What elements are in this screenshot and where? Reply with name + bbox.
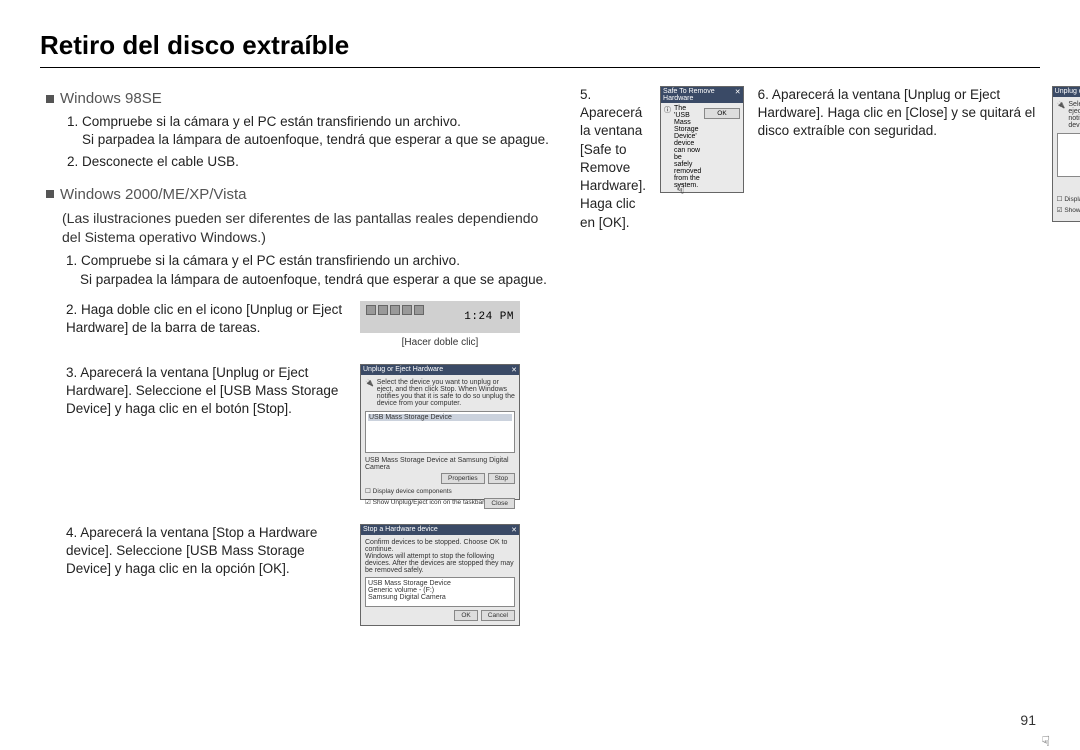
content-columns: Windows 98SE Compruebe si la cámara y el… [40, 86, 1040, 642]
list-item: USB Mass Storage Device [368, 414, 512, 421]
heading-text: Windows 2000/ME/XP/Vista [60, 186, 246, 203]
cursor-icon: ☟ [676, 181, 685, 198]
dialog-titlebar: Unplug or Eject Hardware✕ [361, 365, 519, 375]
step3-text: 3. Aparecerá la ventana [Unplug or Eject… [66, 364, 346, 419]
right-column: 5. Aparecerá la ventana [Safe to Remove … [580, 86, 1040, 642]
dialog-titlebar: Stop a Hardware device✕ [361, 525, 519, 535]
dialog-titlebar: Unplug or Eject Hardware✕ [1053, 87, 1080, 97]
dialog-titlebar: Safe To Remove Hardware✕ [661, 87, 743, 103]
unplug-dialog-2: Unplug or Eject Hardware✕ 🔌 Select the d… [1052, 86, 1080, 222]
hardware-icon: 🔌 [1057, 101, 1066, 129]
step6-row: 6. Aparecerá la ventana [Unplug or Eject… [758, 86, 1080, 222]
taskbar-time: 1:24 PM [464, 311, 514, 323]
device-list: USB Mass Storage Device Generic volume -… [365, 577, 515, 607]
tray-icon [366, 305, 376, 315]
step2-row: 2. Haga doble clic en el icono [Unplug o… [40, 301, 550, 348]
win98-step1: Compruebe si la cámara y el PC están tra… [82, 113, 550, 149]
list-item: Generic volume - (F:) [368, 587, 512, 594]
unplug-dialog: Unplug or Eject Hardware✕ 🔌 Select the d… [360, 364, 520, 500]
device-list [1057, 133, 1080, 177]
close-icon: ✕ [511, 366, 517, 374]
tray-icon [402, 305, 412, 315]
dialog-msg: The 'USB Mass Storage Device' device can… [674, 105, 701, 189]
section-win98-heading: Windows 98SE [46, 90, 550, 107]
winxp-step1: 1. Compruebe si la cámara y el PC están … [66, 252, 550, 288]
tray-icon [414, 305, 424, 315]
dialog-footer-text: USB Mass Storage Device at Samsung Digit… [365, 457, 515, 471]
taskbar-mock: 1:24 PM [360, 301, 520, 333]
hardware-icon: 🔌 [365, 379, 374, 407]
close-icon: ✕ [511, 526, 517, 534]
dialog-msg2: Windows will attempt to stop the followi… [365, 553, 515, 574]
page-number: 91 [1020, 712, 1036, 728]
step2-text: 2. Haga doble clic en el icono [Unplug o… [66, 301, 346, 337]
cancel-button[interactable]: Cancel [481, 610, 515, 621]
step3-row: 3. Aparecerá la ventana [Unplug or Eject… [40, 364, 550, 500]
left-column: Windows 98SE Compruebe si la cámara y el… [40, 86, 550, 642]
dialog-msg: Confirm devices to be stopped. Choose OK… [365, 539, 515, 553]
bullet-square-icon [46, 190, 54, 198]
tray-icon [390, 305, 400, 315]
list-item: USB Mass Storage Device [368, 580, 512, 587]
dialog-msg: Select the device you want to unplug or … [377, 379, 515, 407]
step5-text: 5. Aparecerá la ventana [Safe to Remove … [580, 86, 646, 232]
step4-row: 4. Aparecerá la ventana [Stop a Hardware… [40, 524, 550, 626]
win98-steps: Compruebe si la cámara y el PC están tra… [82, 113, 550, 172]
cursor-icon: ☟ [1041, 733, 1050, 750]
winxp-note: (Las ilustraciones pueden ser diferentes… [62, 209, 550, 247]
properties-button[interactable]: Properties [441, 473, 485, 484]
stop-button[interactable]: Stop [488, 473, 515, 484]
close-icon: ✕ [735, 88, 741, 102]
stop-device-dialog: Stop a Hardware device✕ Confirm devices … [360, 524, 520, 626]
step5-row: 5. Aparecerá la ventana [Safe to Remove … [580, 86, 1040, 248]
page-title: Retiro del disco extraíble [40, 30, 1040, 68]
list-item: Samsung Digital Camera [368, 594, 512, 601]
win98-step2: Desconecte el cable USB. [82, 153, 550, 171]
close-button[interactable]: Close [484, 498, 515, 509]
info-icon: ⓘ [664, 105, 671, 115]
device-list: USB Mass Storage Device [365, 411, 515, 453]
step6-text: 6. Aparecerá la ventana [Unplug or Eject… [758, 86, 1038, 141]
step4-text: 4. Aparecerá la ventana [Stop a Hardware… [66, 524, 346, 579]
dialog-msg: Select the device you want to unplug or … [1068, 101, 1080, 129]
ok-button[interactable]: OK [704, 108, 739, 119]
heading-text: Windows 98SE [60, 90, 162, 107]
taskbar-figure: 1:24 PM [Hacer doble clic] [360, 301, 520, 348]
ok-button[interactable]: OK [454, 610, 477, 621]
tray-icon [378, 305, 388, 315]
bullet-square-icon [46, 95, 54, 103]
safe-remove-dialog: Safe To Remove Hardware✕ ⓘ The 'USB Mass… [660, 86, 744, 193]
section-winxp-heading: Windows 2000/ME/XP/Vista [46, 186, 550, 203]
taskbar-caption: [Hacer doble clic] [360, 337, 520, 348]
